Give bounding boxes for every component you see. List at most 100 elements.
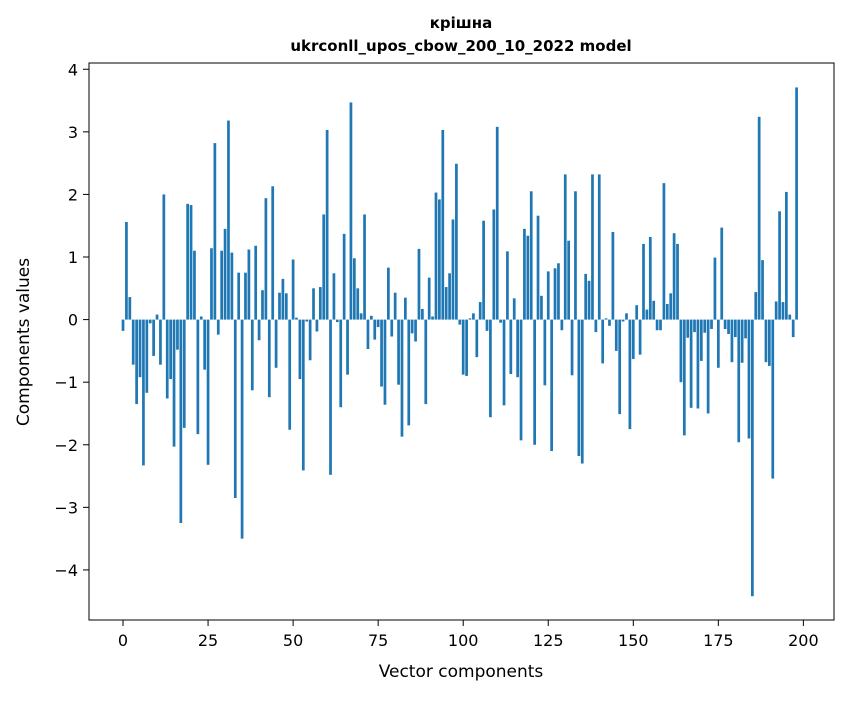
bar-component-47 — [281, 278, 285, 320]
y-axis-ticks: −4 −3 −2 −1 0 1 2 3 4 — [54, 60, 89, 580]
x-tick-label: 100 — [448, 631, 479, 650]
bar-component-93 — [438, 199, 441, 320]
x-tick-label: 175 — [703, 631, 734, 650]
bar-component-31 — [227, 120, 230, 320]
bar-component-65 — [342, 233, 346, 320]
bar-component-183 — [744, 319, 747, 339]
bar-component-100 — [461, 319, 465, 375]
bar-component-170 — [699, 319, 703, 361]
bar-component-135 — [580, 319, 584, 464]
bar-component-181 — [737, 319, 741, 443]
bar-component-53 — [301, 319, 305, 471]
y-tick-label: −3 — [54, 498, 78, 517]
bar-component-99 — [458, 319, 462, 325]
bar-component-156 — [652, 300, 656, 320]
bar-component-61 — [329, 319, 332, 475]
bar-component-198 — [795, 87, 798, 320]
bar-component-168 — [693, 319, 696, 333]
bar-component-44 — [271, 186, 275, 320]
bar-component-117 — [519, 319, 523, 441]
bar-component-52 — [298, 319, 302, 380]
bar-component-180 — [733, 319, 737, 338]
bar-component-143 — [608, 319, 611, 326]
bar-component-155 — [648, 236, 652, 320]
bar-component-126 — [550, 319, 554, 452]
bar-component-42 — [264, 198, 268, 320]
bar-component-120 — [529, 191, 533, 320]
bar-component-124 — [543, 319, 547, 386]
bar-component-80 — [393, 292, 397, 320]
bar-component-30 — [223, 228, 227, 320]
bar-component-69 — [356, 288, 360, 320]
bar-component-165 — [682, 319, 686, 436]
bar-component-27 — [213, 143, 217, 320]
bar-component-4 — [135, 319, 138, 405]
bar-component-87 — [417, 248, 421, 320]
bar-component-75 — [376, 319, 380, 328]
bar-component-139 — [594, 319, 598, 333]
bar-component-8 — [148, 319, 152, 324]
bar-component-2 — [128, 297, 132, 320]
bar-component-21 — [193, 250, 196, 320]
bar-component-104 — [475, 319, 479, 358]
bar-component-144 — [611, 231, 615, 320]
bar-component-106 — [482, 220, 485, 320]
bar-component-19 — [186, 203, 190, 320]
bar-component-131 — [567, 240, 571, 320]
bar-component-194 — [781, 302, 785, 320]
bar-component-46 — [278, 292, 281, 320]
bar-component-157 — [655, 319, 659, 331]
x-tick-label: 200 — [788, 631, 819, 650]
bar-component-13 — [165, 319, 169, 399]
bar-component-60 — [325, 129, 329, 320]
bar-component-48 — [284, 293, 288, 320]
bar-component-23 — [199, 316, 203, 320]
bar-component-76 — [380, 319, 383, 387]
bar-component-196 — [788, 314, 792, 320]
bar-component-164 — [679, 319, 683, 383]
bar-component-50 — [291, 259, 295, 320]
x-tick-label: 50 — [283, 631, 303, 650]
bar-component-111 — [499, 319, 502, 323]
bar-component-78 — [387, 267, 390, 320]
bar-component-146 — [618, 319, 622, 415]
bar-component-40 — [257, 319, 261, 341]
bar-component-195 — [785, 191, 788, 320]
bar-component-129 — [560, 319, 564, 331]
bar-component-77 — [383, 319, 387, 405]
bar-component-29 — [220, 250, 224, 320]
bar-component-45 — [274, 319, 278, 368]
y-tick-label: −4 — [54, 561, 78, 580]
bar-component-0 — [121, 319, 125, 331]
bar-component-11 — [159, 319, 162, 365]
bar-component-137 — [587, 280, 591, 320]
bar-component-86 — [414, 319, 417, 342]
y-tick-label: 3 — [68, 123, 78, 142]
bar-component-9 — [152, 319, 155, 356]
y-tick-label: 0 — [68, 311, 78, 330]
bar-component-109 — [492, 209, 496, 320]
y-tick-label: 4 — [68, 60, 78, 79]
bar-component-112 — [502, 319, 506, 406]
bar-component-178 — [727, 319, 730, 334]
bar-component-12 — [162, 194, 166, 320]
bar-component-179 — [730, 319, 734, 363]
bar-component-96 — [448, 273, 451, 320]
bar-component-116 — [516, 319, 519, 378]
bar-component-187 — [757, 116, 761, 320]
bar-component-15 — [172, 319, 176, 447]
bar-component-174 — [713, 257, 717, 320]
bar-component-97 — [451, 219, 455, 320]
bar-component-119 — [526, 235, 530, 320]
bar-component-63 — [335, 319, 339, 323]
x-tick-label: 25 — [198, 631, 218, 650]
bar-component-142 — [604, 318, 608, 320]
bar-component-3 — [131, 319, 135, 365]
bar-component-34 — [237, 272, 241, 320]
bar-component-188 — [761, 260, 764, 320]
bar-component-49 — [288, 319, 292, 430]
bar-component-169 — [696, 319, 700, 409]
bar-component-166 — [686, 319, 690, 338]
bars-group — [121, 87, 798, 597]
bar-component-64 — [339, 319, 343, 408]
